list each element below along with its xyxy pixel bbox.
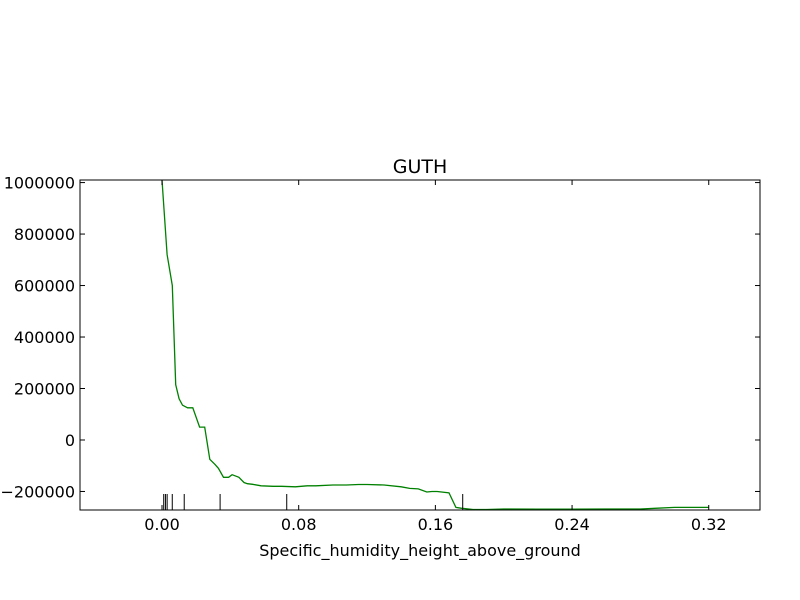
x-tick-label: 0.16: [418, 515, 454, 534]
x-tick-label: 0.24: [554, 515, 590, 534]
x-axis-ticks: 0.00 0.08 0.16 0.24 0.32: [144, 180, 727, 534]
x-tick-label: 0.08: [281, 515, 317, 534]
y-tick-label: 1000000: [4, 174, 75, 193]
plot-frame: [79, 179, 761, 511]
y-tick-label: −200000: [1, 482, 75, 501]
series-line-0: [161, 179, 709, 511]
rug-marks: [163, 494, 464, 510]
y-tick-label: 800000: [14, 225, 75, 244]
x-axis-title: Specific_humidity_height_above_ground: [259, 541, 581, 561]
plot-area: [161, 179, 709, 511]
y-axis-ticks: −200000 0 200000 400000 600000 800000 1000000: [1, 174, 760, 501]
y-tick-label: 600000: [14, 277, 75, 296]
chart-title: GUTH: [393, 156, 448, 178]
x-tick-label: 0.00: [144, 515, 180, 534]
y-tick-label: 400000: [14, 328, 75, 347]
y-tick-label: 200000: [14, 380, 75, 399]
y-tick-label: 0: [65, 431, 75, 450]
x-tick-label: 0.32: [691, 515, 727, 534]
